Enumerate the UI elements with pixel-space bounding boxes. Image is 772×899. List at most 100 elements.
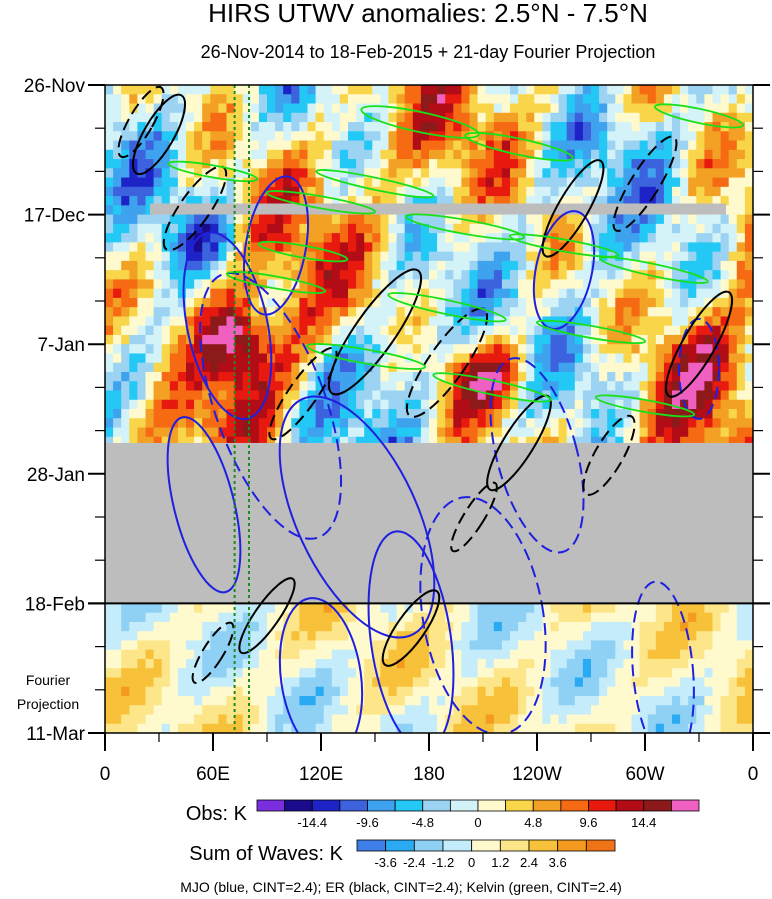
waves-cell [177,714,187,725]
waves-cell [461,621,471,632]
obs-cell [591,214,600,225]
waves-cell [680,649,689,660]
obs-cell [510,233,519,243]
obs-cell [672,242,681,253]
obs-cell [186,427,195,438]
obs-cell [404,418,414,429]
waves-cell [736,603,746,614]
obs-cell [153,223,163,234]
obs-cell [696,427,705,438]
obs-cell [129,131,138,142]
obs-cell [210,177,219,188]
obs-cell [728,177,738,188]
obs-cell [526,362,535,373]
obs-cell [566,85,576,95]
obs-cell [534,334,543,345]
obs-cell [607,418,616,429]
waves-cell [591,603,600,614]
obs-cell [696,140,705,151]
obs-cell [469,260,479,271]
waves-cell [534,621,543,632]
waves-cell [631,714,641,725]
waves-cell [315,714,325,725]
obs-cell [631,390,641,401]
obs-cell [372,270,381,280]
obs-cell [218,436,228,447]
waves-cell [542,612,552,623]
waves-cell [105,686,114,697]
obs-cell [542,168,552,179]
waves-cell [348,723,357,733]
obs-cell [372,325,381,336]
obs-cell [348,233,357,243]
obs-cell [445,381,454,392]
obs-cell [177,186,187,197]
obs-cell [631,427,641,438]
obs-cell [607,159,616,169]
obs-cell [396,186,406,197]
waves-cell [461,603,471,614]
obs-cell [218,131,228,142]
waves-cell [105,631,114,642]
waves-cell [542,677,552,688]
obs-cell [510,242,519,253]
obs-cell [202,371,211,382]
obs-cell [161,436,171,447]
waves-cell [153,603,163,614]
obs-cell [161,418,171,429]
obs-cell [663,436,673,447]
waves-cell [307,658,317,669]
obs-cell [437,85,446,95]
obs-cell [161,85,171,95]
obs-cell [380,390,390,401]
obs-cell [518,288,527,299]
obs-cell [518,353,527,364]
obs-cell [453,149,462,160]
obs-cell [339,427,349,438]
obs-cell [356,122,365,132]
obs-cell [161,103,171,114]
obs-cell [461,251,471,262]
obs-cell [728,140,738,151]
waves-cell [518,658,527,669]
waves-cell [518,705,527,716]
waves-cell [542,603,552,614]
obs-cell [210,122,219,132]
obs-cell [169,409,179,419]
obs-cell [226,122,236,132]
obs-cell [331,251,341,262]
obs-cell [534,214,543,225]
obs-cell [339,260,349,271]
obs-cell [388,112,398,123]
obs-cell [704,131,714,142]
obs-cell [663,233,673,243]
waves-cell [234,658,244,669]
obs-cell [736,214,746,225]
waves-cell [501,695,511,706]
obs-cell [307,316,317,327]
obs-cell [404,344,414,355]
waves-cell [582,668,592,679]
obs-cell [501,390,511,401]
obs-cell [550,427,560,438]
colorbar-swatch [311,799,341,812]
obs-cell [105,334,114,345]
kelvin-contour [464,131,574,162]
obs-cell [728,196,738,206]
waves-cell [275,705,284,716]
obs-cell [639,159,649,169]
obs-cell [485,334,495,345]
obs-cell [339,381,349,392]
obs-cell [493,288,503,299]
obs-cell [161,390,171,401]
obs-cell [307,381,317,392]
obs-cell [161,159,171,169]
obs-cell [380,279,390,290]
obs-cell [526,177,535,188]
obs-cell [558,270,568,280]
obs-cell [550,390,560,401]
obs-cell [372,85,381,95]
obs-cell [518,279,527,290]
obs-cell [485,94,495,105]
obs-cell [655,371,665,382]
